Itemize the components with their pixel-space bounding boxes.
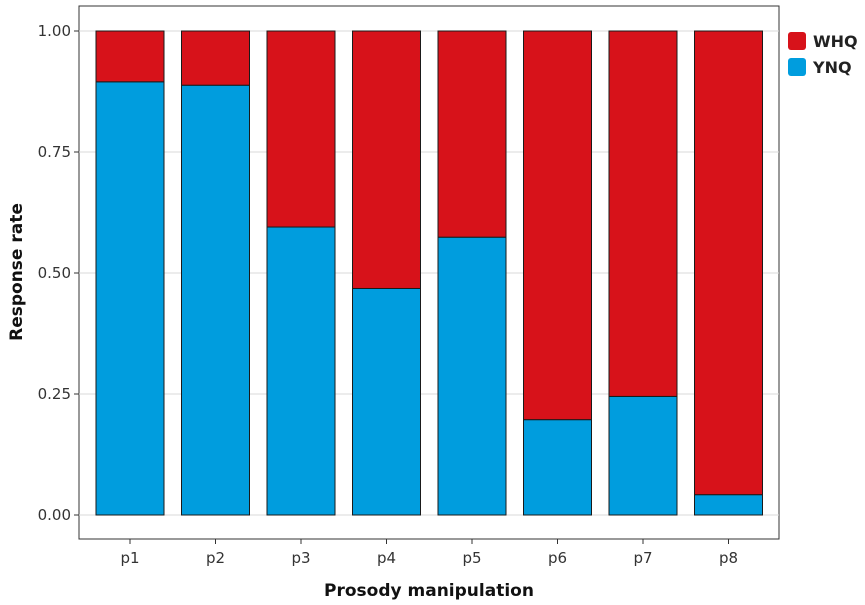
bar-whq-p8 [694, 30, 763, 496]
legend-label-ynq: YNQ [812, 58, 852, 77]
y-tick-label: 0.75 [38, 143, 71, 161]
legend-label-whq: WHQ [813, 32, 858, 51]
x-tick-label: p3 [291, 549, 310, 567]
bar-ynq-p1 [95, 81, 165, 516]
bar-whq-p2 [181, 30, 250, 86]
y-tick-label: 1.00 [38, 22, 71, 40]
bar-whq-p7 [608, 30, 678, 397]
x-tick-label: p7 [633, 549, 652, 567]
bar-layer [95, 30, 763, 516]
bar-ynq-p8 [694, 494, 763, 516]
x-tick-label: p8 [719, 549, 738, 567]
x-tick-label: p2 [206, 549, 225, 567]
bar-ynq-p4 [352, 287, 421, 516]
bar-ynq-p7 [608, 395, 678, 516]
x-tick-label: p5 [462, 549, 481, 567]
x-tick-label: p1 [120, 549, 139, 567]
bar-ynq-p5 [437, 236, 507, 516]
y-axis: 0.00 0.25 0.50 0.75 1.00 [38, 22, 79, 524]
bar-ynq-p6 [523, 419, 592, 516]
bar-whq-p4 [352, 30, 421, 289]
bar-whq-p1 [95, 30, 165, 83]
bar-whq-p3 [266, 30, 336, 228]
legend-swatch-ynq [788, 58, 806, 76]
legend: WHQ YNQ [788, 32, 858, 77]
y-tick-label: 0.50 [38, 264, 71, 282]
y-axis-title: Response rate [7, 203, 27, 341]
bar-whq-p6 [523, 30, 592, 421]
bar-ynq-p2 [181, 84, 250, 516]
bar-whq-p5 [437, 30, 507, 238]
x-axis-title: Prosody manipulation [324, 581, 534, 601]
x-tick-label: p4 [377, 549, 396, 567]
x-tick-label: p6 [548, 549, 567, 567]
bar-ynq-p3 [266, 226, 336, 516]
legend-swatch-whq [788, 32, 806, 50]
x-axis: p1 p2 p3 p4 p5 p6 p7 p8 [120, 539, 738, 567]
y-tick-label: 0.25 [38, 385, 71, 403]
y-tick-label: 0.00 [38, 506, 71, 524]
